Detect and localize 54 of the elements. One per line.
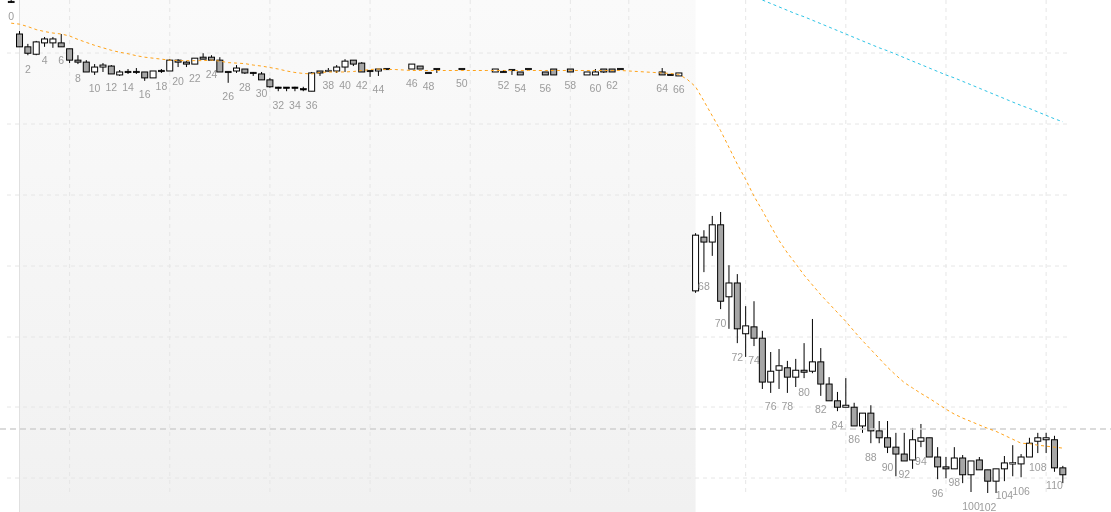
- x-tick-label: 94: [915, 454, 927, 467]
- x-tick-label: 56: [539, 82, 552, 95]
- x-tick-label: 48: [422, 80, 435, 93]
- x-tick-label: 0: [8, 10, 15, 23]
- x-tick-label: 92: [898, 468, 911, 481]
- x-tick-label: 86: [848, 433, 861, 446]
- x-tick-label: 54: [514, 82, 527, 95]
- x-tick-label: 22: [188, 71, 201, 84]
- x-tick-label: 78: [781, 400, 794, 413]
- x-tick-label: 66: [673, 83, 685, 96]
- x-tick-label: 34: [289, 98, 301, 111]
- x-tick-label: 96: [931, 486, 944, 499]
- x-tick-label: 38: [322, 79, 335, 92]
- x-tick-label: 32: [272, 98, 285, 111]
- x-tick-label: 36: [305, 98, 318, 111]
- x-tick-label: 28: [239, 81, 251, 94]
- x-tick-label: 76: [764, 400, 777, 413]
- x-tick-label: 10: [88, 82, 101, 95]
- x-tick-label: 30: [255, 87, 268, 100]
- x-tick-label: 72: [731, 350, 744, 363]
- x-tick-label: 84: [831, 418, 844, 431]
- x-tick-label: 4: [41, 54, 48, 67]
- x-tick-label: 46: [405, 76, 418, 89]
- x-tick-label: 64: [656, 82, 669, 95]
- x-tick-label: 2: [24, 62, 31, 75]
- x-tick-label: 58: [564, 79, 577, 92]
- x-tick-label: 18: [155, 80, 168, 93]
- x-tick-label: 20: [172, 74, 185, 87]
- x-tick-label: 40: [339, 79, 352, 92]
- x-tick-label: 88: [865, 450, 877, 463]
- x-tick-label: 108: [1029, 460, 1047, 473]
- x-tick-label: 52: [497, 79, 510, 92]
- x-tick-label: 16: [138, 88, 151, 101]
- x-tick-label: 90: [881, 460, 894, 473]
- x-tick-label: 62: [606, 79, 619, 92]
- x-tick-label: 44: [372, 83, 385, 96]
- x-tick-label: 110: [1046, 479, 1063, 492]
- x-tick-label: 24: [205, 67, 218, 80]
- x-tick-label: 26: [222, 90, 235, 103]
- x-tick-label: 14: [122, 81, 135, 94]
- x-tick-label: 60: [589, 82, 602, 95]
- x-tick-label: 82: [814, 403, 827, 416]
- x-tick-label: 106: [1012, 484, 1030, 497]
- x-tick-label: 100: [962, 499, 980, 512]
- x-tick-label: 70: [714, 316, 727, 329]
- x-tick-label: 104: [995, 488, 1014, 501]
- x-tick-label: 6: [58, 54, 65, 67]
- x-tick-label: 80: [798, 385, 811, 398]
- x-tick-label: 102: [978, 500, 997, 512]
- x-tick-label: 12: [105, 81, 118, 94]
- x-tick-label: 8: [75, 71, 82, 84]
- x-tick-label: 42: [355, 79, 368, 92]
- x-tick-label: 50: [456, 76, 468, 89]
- x-tick-label: 98: [948, 476, 961, 489]
